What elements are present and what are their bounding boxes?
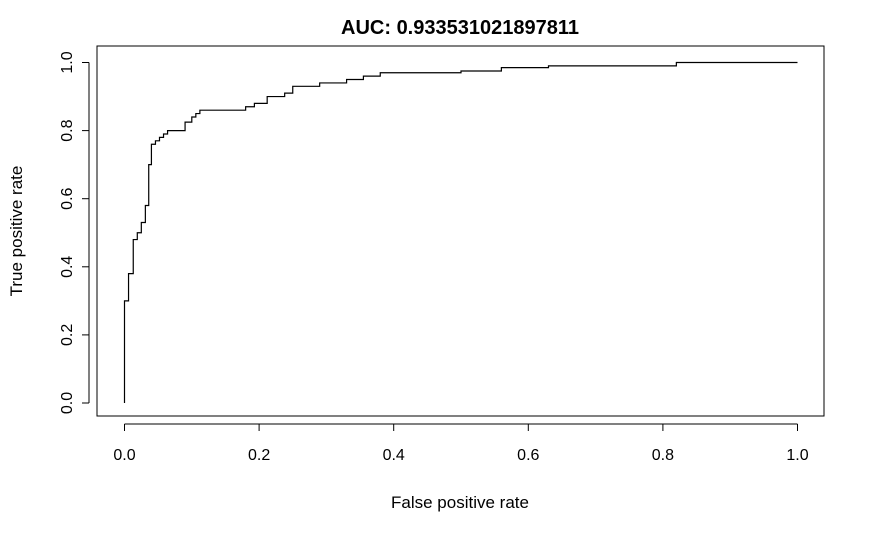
chart-title: AUC: 0.933531021897811	[341, 17, 579, 39]
x-tick-label: 0.2	[248, 447, 270, 464]
x-tick-label: 0.0	[113, 447, 135, 464]
x-tick-label: 1.0	[786, 447, 808, 464]
series-layer	[123, 61, 798, 403]
x-tick-label: 0.8	[652, 447, 674, 464]
y-tick-label: 0.2	[59, 324, 76, 346]
y-tick-label: 0.4	[59, 256, 76, 278]
y-tick-label: 0.8	[59, 119, 76, 141]
x-tick-label: 0.4	[383, 447, 405, 464]
x-axis-label: False positive rate	[391, 493, 529, 512]
roc-curve	[123, 61, 798, 403]
y-tick-label: 0.0	[59, 392, 76, 414]
x-tick-label: 0.6	[517, 447, 539, 464]
y-tick-label: 1.0	[59, 51, 76, 73]
x-axis: 0.0 0.2 0.4 0.6 0.8 1.0	[113, 423, 809, 464]
y-axis-label: True positive rate	[7, 166, 26, 297]
y-axis: 0.0 0.2 0.4 0.6 0.8 1.0	[59, 51, 90, 414]
y-tick-label: 0.6	[59, 187, 76, 209]
plot-frame	[96, 45, 825, 417]
